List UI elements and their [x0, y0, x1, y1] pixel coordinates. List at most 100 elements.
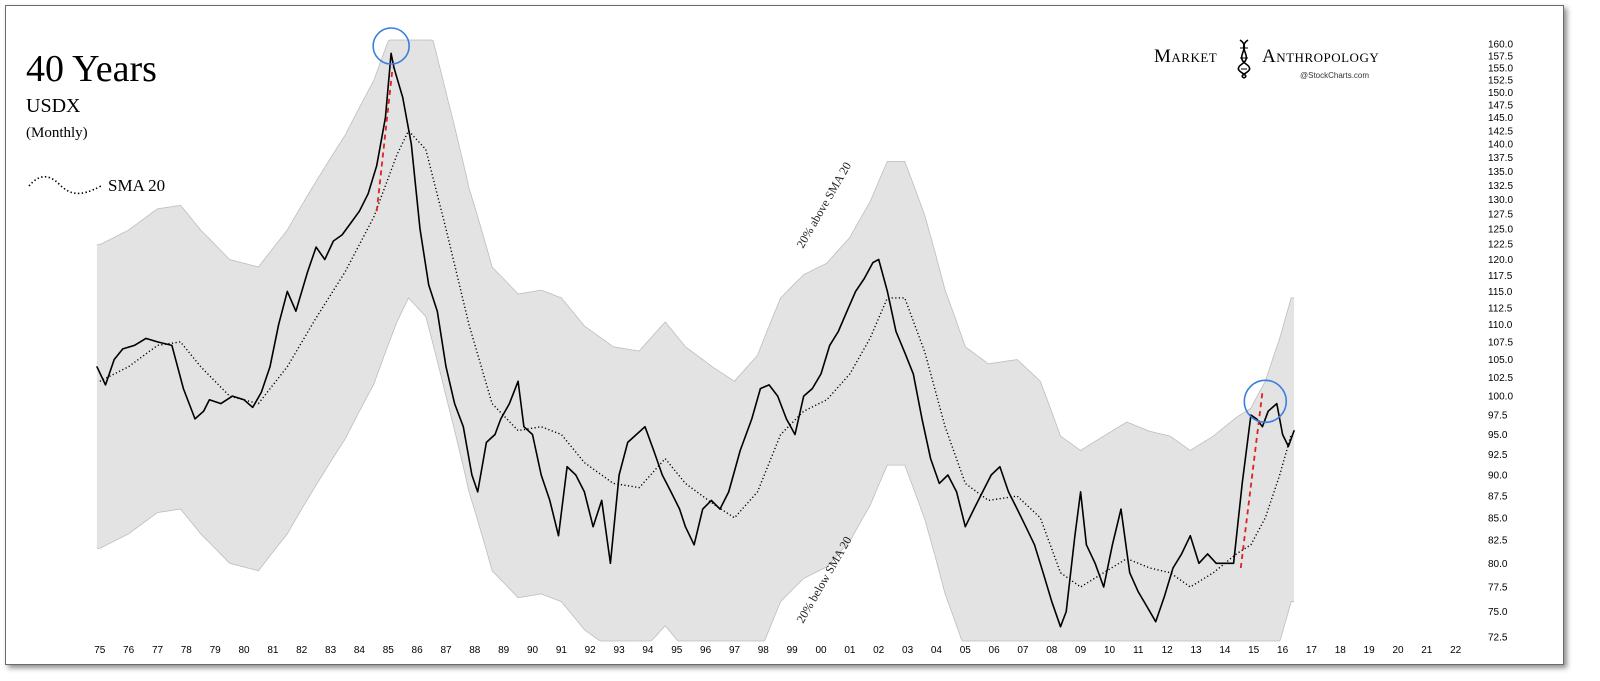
- x-tick-label: 05: [960, 645, 972, 656]
- usdx-point: [122, 348, 124, 350]
- usdx-point: [517, 380, 519, 382]
- usdx-point: [759, 388, 762, 390]
- chart-subtitle: USDX: [26, 95, 81, 117]
- usdx-point: [777, 395, 779, 397]
- usdx-point: [1059, 626, 1062, 628]
- usdx-point: [644, 426, 646, 428]
- y-tick-label: 80.0: [1488, 559, 1508, 570]
- x-tick-label: 80: [238, 645, 250, 656]
- x-tick-label: 77: [152, 645, 164, 656]
- usdx-point: [445, 366, 447, 368]
- x-tick-label: 18: [1335, 645, 1347, 656]
- x-tick-label: 22: [1450, 645, 1462, 656]
- usdx-point: [964, 526, 966, 528]
- usdx-point: [1261, 426, 1263, 428]
- x-tick-label: 19: [1364, 645, 1376, 656]
- usdx-point: [171, 344, 173, 346]
- usdx-point: [1163, 596, 1165, 598]
- brand-name-part2: Anthropology: [1262, 46, 1379, 67]
- x-tick-label: 76: [123, 645, 135, 656]
- peak-circle-1985: [372, 27, 410, 65]
- usdx-point: [728, 491, 730, 493]
- usdx-point: [1282, 433, 1284, 436]
- usdx-point: [220, 403, 222, 405]
- usdx-point: [653, 449, 655, 452]
- chart-title: 40 Years: [26, 48, 157, 90]
- x-tick-label: 99: [787, 645, 799, 656]
- usdx-point: [350, 222, 352, 224]
- usdx-point: [462, 426, 464, 428]
- usdx-point: [419, 228, 421, 230]
- x-tick-label: 97: [729, 645, 741, 656]
- x-tick-label: 21: [1421, 645, 1433, 656]
- x-tick-label: 08: [1046, 645, 1058, 656]
- usdx-point: [1129, 572, 1131, 574]
- y-tick-label: 77.5: [1488, 583, 1508, 594]
- usdx-point: [1198, 562, 1200, 564]
- usdx-point: [156, 341, 159, 343]
- usdx-point: [252, 406, 254, 408]
- usdx-point: [592, 526, 594, 528]
- usdx-point: [739, 449, 741, 452]
- usdx-point: [990, 474, 992, 476]
- usdx-point: [912, 373, 914, 375]
- legend: SMA 20: [28, 175, 165, 195]
- usdx-point: [1172, 567, 1174, 569]
- chart-frame: 160.0 157.5 155.0 152.5 150.0 147.5 145.0 142.5…: [5, 5, 1564, 665]
- x-tick-label: 07: [1017, 645, 1029, 656]
- x-tick-label: 98: [758, 645, 770, 656]
- usdx-point: [540, 474, 542, 476]
- y-tick-label: 100.0: [1488, 392, 1513, 403]
- usdx-point: [1287, 445, 1289, 447]
- usdx-point: [1241, 482, 1243, 484]
- y-tick-label: 107.5: [1488, 337, 1513, 348]
- x-tick-label: 11: [1133, 645, 1144, 656]
- usdx-point: [921, 418, 923, 420]
- usdx-point: [938, 482, 940, 484]
- y-tick-label: 90.0: [1488, 471, 1508, 482]
- usdx-point: [324, 258, 326, 261]
- usdx-point: [1085, 544, 1087, 546]
- x-tick-label: 13: [1190, 645, 1202, 656]
- brand-credit: @StockCharts.com: [1300, 71, 1369, 80]
- x-tick-label: 93: [614, 645, 626, 656]
- usdx-point: [1276, 403, 1278, 405]
- usdx-point: [1007, 491, 1010, 493]
- x-tick-label: 91: [556, 645, 568, 656]
- y-tick-label: 157.5: [1488, 51, 1513, 62]
- brand-logo: Market Anthropology @StockCharts.com: [1154, 39, 1379, 80]
- usdx-point: [494, 433, 496, 436]
- usdx-point: [1267, 410, 1269, 412]
- y-tick-label: 95.0: [1488, 430, 1508, 441]
- usdx-point: [278, 324, 280, 326]
- x-tick-label: 01: [844, 645, 856, 656]
- x-tick-label: 96: [700, 645, 712, 656]
- usdx-point: [428, 284, 430, 286]
- usdx-point: [904, 351, 906, 353]
- x-tick-label: 84: [354, 645, 366, 656]
- y-tick-label: 82.5: [1488, 536, 1508, 547]
- usdx-point: [96, 366, 98, 368]
- y-tick-label: 105.0: [1488, 355, 1513, 366]
- usdx-point: [393, 67, 395, 69]
- usdx-point: [811, 388, 813, 390]
- usdx-point: [523, 426, 525, 428]
- usdx-point: [973, 508, 975, 510]
- x-tick-label: 83: [325, 645, 337, 656]
- usdx-point: [1120, 508, 1122, 510]
- y-tick-label: 102.5: [1488, 373, 1513, 384]
- x-tick-label: 88: [469, 645, 481, 656]
- usdx-point: [947, 474, 949, 476]
- x-tick-label: 90: [527, 645, 539, 656]
- y-tick-label: 117.5: [1488, 271, 1513, 282]
- y-tick-label: 110.0: [1488, 320, 1513, 331]
- usdx-point: [508, 403, 510, 405]
- usdx-point: [208, 399, 210, 401]
- usdx-point: [768, 384, 770, 386]
- usdx-point: [477, 491, 479, 493]
- usdx-point: [930, 458, 932, 460]
- x-tick-label: 12: [1162, 645, 1174, 656]
- usdx-point: [1074, 535, 1076, 537]
